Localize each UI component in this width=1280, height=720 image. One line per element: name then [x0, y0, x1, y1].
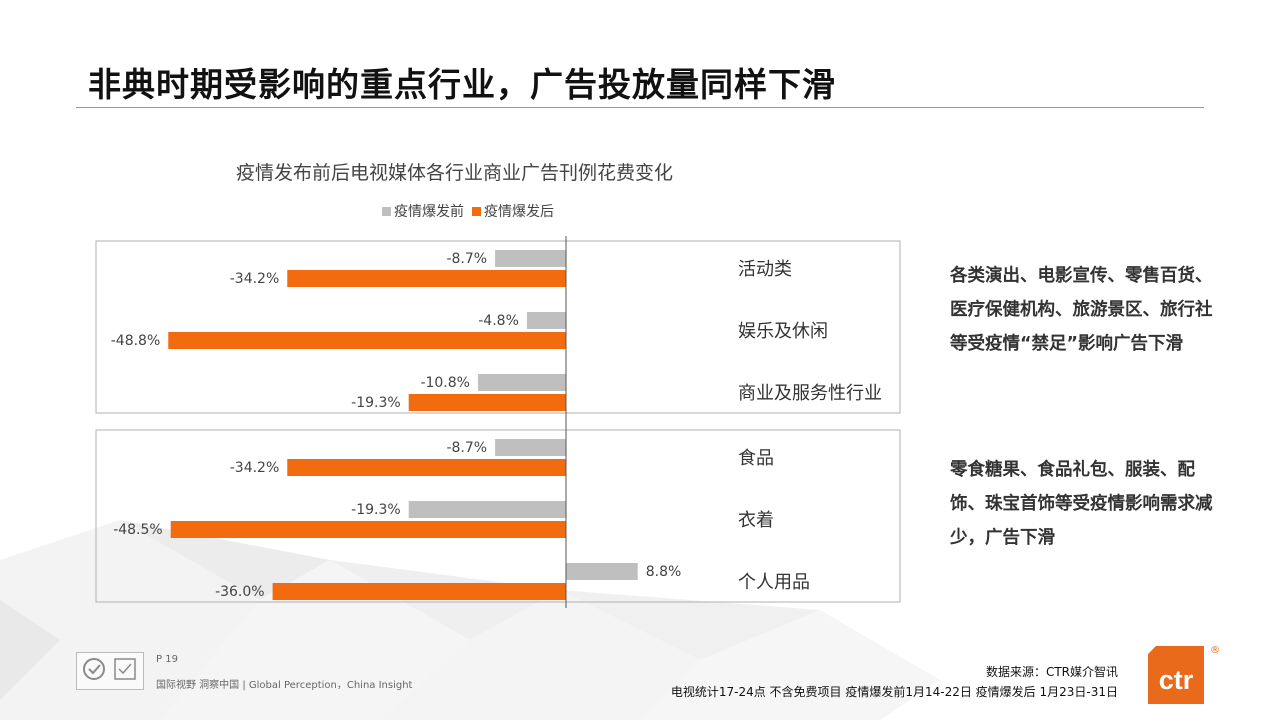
bar-before — [408, 501, 566, 518]
legend-label-after: 疫情爆发后 — [484, 204, 554, 220]
page-title: 非典时期受影响的重点行业，广告投放量同样下滑 — [88, 65, 836, 104]
bar-before — [526, 312, 566, 329]
bar-after — [287, 459, 566, 476]
bar-after — [272, 583, 566, 600]
title-divider — [76, 107, 1204, 108]
category-label: 活动类 — [738, 259, 792, 280]
data-label: 8.8% — [646, 564, 682, 580]
note-group-1: 各类演出、电影宣传、零售百货、医疗保健机构、旅游景区、旅行社等受疫情“禁足”影响… — [950, 266, 1213, 354]
bar-before — [566, 563, 638, 580]
legend-item-before: 疫情爆发前 — [382, 201, 464, 221]
data-label: -48.8% — [111, 333, 161, 349]
data-label: -34.2% — [230, 460, 280, 476]
category-label: 商业及服务性行业 — [738, 383, 882, 404]
data-source: 数据来源：CTR媒介智讯 — [985, 665, 1118, 679]
bar-after — [168, 332, 566, 349]
bar-before — [477, 374, 566, 391]
chart-title: 疫情发布前后电视媒体各行业商业广告刊例花费变化 — [236, 162, 674, 184]
logo-text: ctr — [1158, 664, 1194, 695]
ctr-logo: ctr — [1148, 646, 1204, 704]
category-label: 娱乐及休闲 — [738, 321, 828, 342]
legend-swatch-before — [382, 206, 391, 216]
category-label: 食品 — [738, 448, 774, 469]
category-label: 衣着 — [738, 510, 774, 531]
page-number: P 19 — [156, 654, 178, 665]
note-group-2: 零食糖果、食品礼包、服装、配饰、珠宝首饰等受疫情影响需求减少，广告下滑 — [950, 460, 1213, 548]
certification-badge — [76, 652, 144, 690]
chart-group-frame — [95, 240, 901, 414]
data-label: -19.3% — [351, 395, 401, 411]
data-label: -48.5% — [113, 522, 163, 538]
data-label: -10.8% — [420, 375, 470, 391]
data-label: -19.3% — [351, 502, 401, 518]
bar-before — [495, 250, 566, 267]
legend-item-after: 疫情爆发后 — [472, 201, 554, 221]
chart-group-frame — [95, 429, 901, 603]
bar-after — [287, 270, 566, 287]
legend-label-before: 疫情爆发前 — [394, 204, 464, 220]
bar-after — [170, 521, 566, 538]
data-label: -4.8% — [478, 313, 519, 329]
chart-legend: 疫情爆发前 疫情爆发后 — [382, 201, 562, 221]
registered-mark-icon: ® — [1210, 645, 1220, 656]
legend-swatch-after — [472, 206, 481, 216]
period-note: 电视统计17-24点 不含免费项目 疫情爆发前1月14-22日 疫情爆发后 1月… — [670, 685, 1118, 699]
bar-before — [495, 439, 566, 456]
data-label: -8.7% — [446, 251, 487, 267]
data-label: -34.2% — [230, 271, 280, 287]
bar-after — [408, 394, 566, 411]
data-label: -36.0% — [215, 584, 265, 600]
footer-slogan: 国际视野 洞察中国 | Global Perception，China Insi… — [156, 680, 413, 691]
category-label: 个人用品 — [738, 572, 810, 593]
data-label: -8.7% — [446, 440, 487, 456]
